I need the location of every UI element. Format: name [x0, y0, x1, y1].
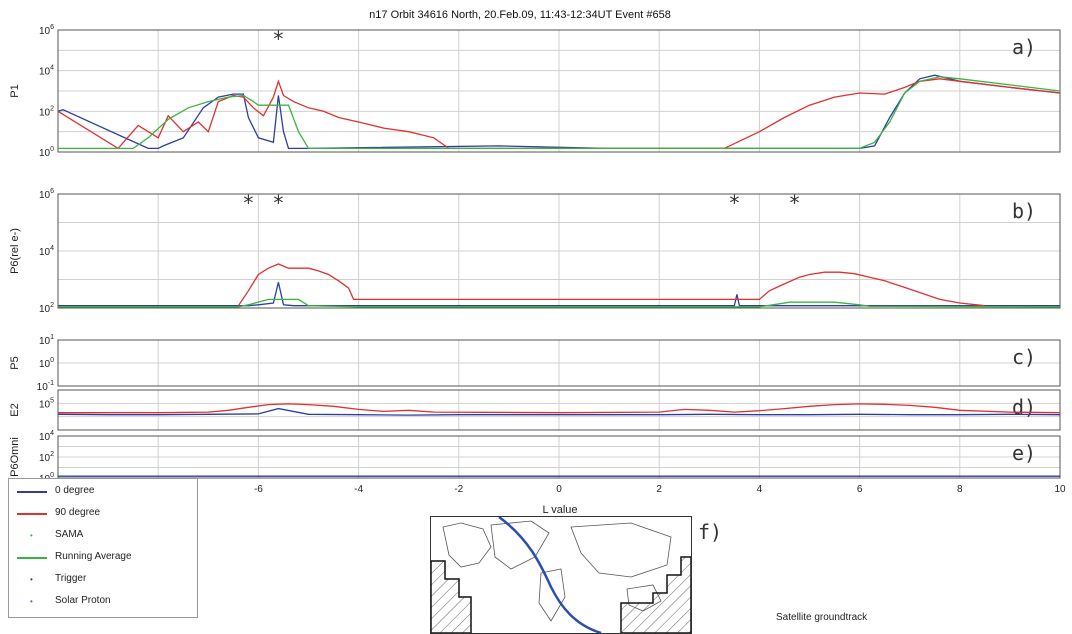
groundtrack-line [498, 517, 602, 633]
x-axis-label: L value [542, 504, 577, 516]
y-tick-label: 100 [39, 357, 54, 370]
trigger-marker: * [788, 191, 800, 215]
legend-label: 0 degree [55, 485, 95, 496]
legend: 0 degree 90 degree • SAMA Running Average • Tr… [8, 478, 198, 618]
y-tick-label: 106 [39, 24, 54, 37]
trigger-marker: * [272, 191, 284, 215]
y-tick-label: 100 [39, 146, 54, 159]
y-tick-label: 10-1 [37, 380, 54, 393]
y-tick-label: 104 [39, 430, 54, 443]
series-line-0-degree [57, 74, 1061, 150]
series-line-running-average [58, 298, 1061, 308]
legend-swatch [17, 557, 47, 559]
y-axis-label-d: E2 [9, 403, 21, 416]
panel-frame-e [57, 435, 1061, 479]
panel-frame-b [57, 193, 1061, 309]
series-line-0-degree [58, 282, 1060, 307]
y-axis-label-a: P1 [9, 84, 21, 97]
series-line-running-average [58, 76, 1061, 150]
x-tick-label: -4 [354, 484, 363, 495]
legend-label: SAMA [55, 529, 84, 540]
trigger-marker: * [272, 27, 284, 51]
legend-swatch [17, 513, 47, 515]
legend-label: Trigger [55, 573, 87, 584]
panel-letter-d: d) [1012, 395, 1036, 419]
series-line-90-degree [237, 263, 985, 307]
trigger-marker: * [728, 191, 740, 215]
panel-letter-c: c) [1012, 345, 1036, 369]
world-map [431, 517, 691, 633]
x-tick-label: -6 [254, 484, 263, 495]
x-tick-label: 8 [957, 484, 963, 495]
x-tick-label: 6 [857, 484, 863, 495]
legend-swatch [17, 491, 47, 493]
panel-frame-c [57, 339, 1061, 387]
y-tick-label: 104 [39, 245, 54, 258]
series-line-90-degree [57, 78, 1061, 150]
y-tick-label: 102 [39, 451, 54, 464]
y-tick-label: 102 [39, 302, 54, 315]
legend-marker: • [30, 575, 33, 584]
y-axis-label-c: P5 [9, 356, 21, 369]
chart-title: n17 Orbit 34616 North, 20.Feb.09, 11:43-… [369, 9, 671, 21]
legend-item: • Trigger [9, 571, 197, 589]
y-tick-label: 106 [39, 188, 54, 201]
series-line-90-degree [58, 403, 1061, 414]
groundtrack-map [430, 516, 692, 634]
legend-item: • Solar Proton [9, 593, 197, 611]
panel-letter-b: b) [1012, 199, 1036, 223]
legend-label: 90 degree [55, 507, 101, 518]
legend-item: 0 degree [9, 483, 197, 501]
sama-region [431, 560, 472, 633]
x-tick-label: -2 [454, 484, 463, 495]
legend-marker: • [30, 531, 33, 540]
y-tick-label: 101 [39, 334, 54, 347]
x-tick-label: 10 [1054, 484, 1066, 495]
continent-outline [490, 520, 550, 570]
legend-item: • SAMA [9, 527, 197, 545]
panel-letter-a: a) [1012, 35, 1036, 59]
panel-frame-d [57, 389, 1061, 431]
continent-outline [570, 522, 672, 578]
groundtrack-label: Satellite groundtrack [776, 612, 868, 623]
y-tick-label: 104 [39, 65, 54, 78]
x-tick-label: 0 [556, 484, 562, 495]
legend-label: Solar Proton [55, 595, 111, 606]
y-tick-label: 105 [39, 397, 54, 410]
legend-item: Running Average [9, 549, 197, 567]
panel-letter-e: e) [1012, 441, 1036, 465]
series-line-0-degree [57, 407, 1061, 416]
x-tick-label: 2 [656, 484, 662, 495]
sama-region [620, 556, 691, 633]
continent-outline [538, 568, 566, 622]
legend-marker: • [30, 597, 33, 606]
panel-letter-f: f) [698, 520, 723, 544]
continent-outline [442, 522, 492, 568]
x-tick-label: 4 [757, 484, 763, 495]
trigger-marker: * [242, 191, 254, 215]
y-axis-label-b: P6(rel e-) [9, 228, 21, 274]
legend-item: 90 degree [9, 505, 197, 523]
y-axis-label-e: P6Omni [9, 437, 21, 477]
y-tick-label: 102 [39, 105, 54, 118]
legend-label: Running Average [55, 551, 132, 562]
